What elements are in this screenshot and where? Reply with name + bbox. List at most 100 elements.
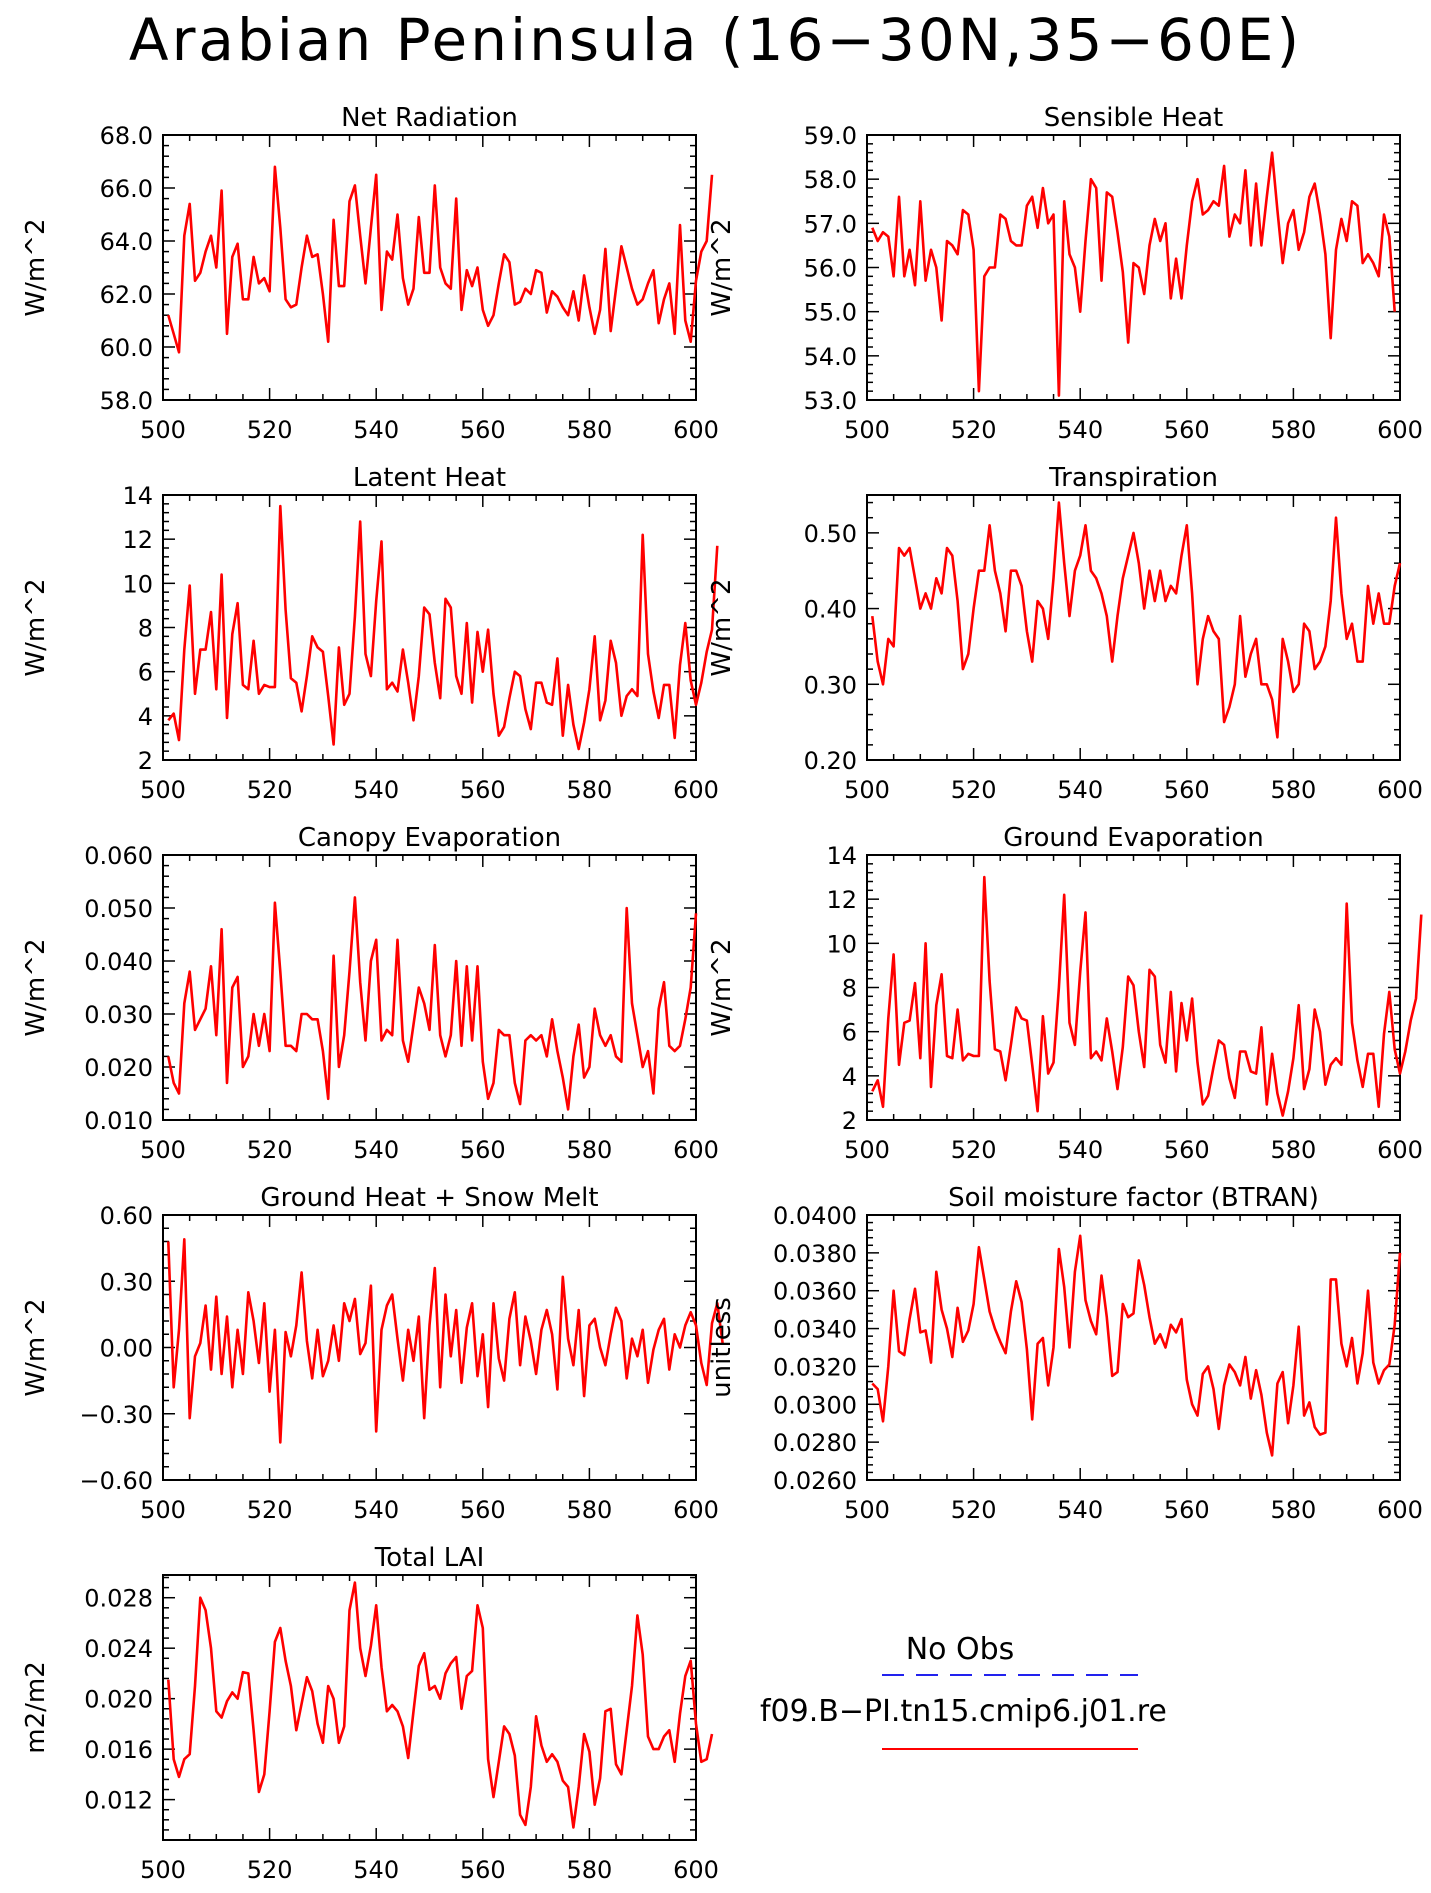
y-tick-label: 0.30 [100,1268,153,1296]
y-tick-label: 0.040 [84,948,153,976]
x-tick-label: 600 [673,1496,719,1524]
y-tick-label: 0.0260 [773,1467,857,1495]
x-tick-label: 560 [1164,1496,1210,1524]
chart-panel-5: 500 520 540 560 580 600 2 4 6 8 10 12 14 Ground Evapo… [707,823,1423,1164]
x-tick-label: 500 [140,416,186,444]
series-line [871,875,1423,1117]
y-tick-label: 58.0 [804,166,857,194]
y-tick-label: 0.0340 [773,1316,857,1344]
y-tick-label: 0.30 [804,671,857,699]
y-tick-label: 0.016 [84,1736,153,1764]
x-tick-label: 560 [1164,776,1210,804]
x-tick-label: 560 [1164,1136,1210,1164]
y-tick-label: 0.060 [84,842,153,870]
x-tick-label: 500 [140,1856,186,1884]
y-tick-label: 6 [138,659,153,687]
x-tick-label: 560 [460,776,506,804]
chart-title: Sensible Heat [1044,103,1223,133]
chart-title: Canopy Evaporation [298,823,561,853]
x-tick-label: 520 [951,1136,997,1164]
x-tick-label: 600 [1377,776,1423,804]
y-tick-label: 12 [826,886,857,914]
y-tick-label: −0.60 [79,1467,153,1495]
series-line [871,151,1396,397]
x-tick-label: 560 [1164,416,1210,444]
y-tick-label: 60.0 [100,334,153,362]
x-tick-label: 540 [1057,1136,1103,1164]
x-tick-label: 500 [844,1496,890,1524]
y-axis-label: W/m^2 [21,1298,51,1396]
x-tick-label: 580 [566,776,612,804]
x-tick-label: 580 [1270,416,1316,444]
series-line [167,1238,724,1444]
x-tick-label: 600 [1377,1496,1423,1524]
x-tick-label: 560 [460,1136,506,1164]
x-tick-label: 520 [247,1136,293,1164]
y-axis-label: W/m^2 [21,218,51,316]
chart-title: Soil moisture factor (BTRAN) [948,1183,1319,1213]
x-tick-label: 520 [247,1856,293,1884]
y-tick-label: 8 [138,615,153,643]
x-tick-label: 600 [673,1136,719,1164]
y-tick-label: 0.50 [804,520,857,548]
y-tick-label: 0.028 [84,1585,153,1613]
x-tick-label: 580 [566,1136,612,1164]
y-tick-label: 0.0400 [773,1202,857,1230]
y-tick-label: 0.40 [804,596,857,624]
x-tick-label: 580 [566,1856,612,1884]
y-tick-label: 64.0 [100,228,153,256]
y-tick-label: 0.20 [804,747,857,775]
plot-frame [866,1214,1401,1481]
y-tick-label: 57.0 [804,210,857,238]
x-tick-label: 600 [673,416,719,444]
x-tick-label: 580 [1270,776,1316,804]
x-tick-label: 520 [951,776,997,804]
page-title: Arabian Peninsula (16−30N,35−60E) [128,6,1303,74]
chart-panel-3: 500 520 540 560 580 600 0.20 0.30 0.40 0.50 Transp… [707,463,1423,804]
x-tick-label: 540 [1057,776,1103,804]
chart-panel-4: 500 520 540 560 580 600 0.010 0.020 0.030 0.040 0.… [21,823,719,1164]
y-tick-label: 0.0320 [773,1353,857,1381]
y-tick-label: 6 [842,1019,857,1047]
y-tick-label: 10 [122,570,153,598]
y-tick-label: 4 [138,703,153,731]
x-tick-label: 520 [247,1496,293,1524]
y-tick-label: 10 [826,930,857,958]
plot-frame [162,494,697,761]
x-tick-label: 540 [353,1856,399,1884]
y-tick-label: 0.60 [100,1202,153,1230]
y-tick-label: 0.020 [84,1054,153,1082]
chart-panel-6: 500 520 540 560 580 600 −0.60 −0.30 0.00 0.30 0.60… [21,1183,724,1524]
legend-label-no-obs: No Obs [905,1632,1015,1667]
x-tick-label: 540 [1057,416,1103,444]
y-tick-label: 53.0 [804,387,857,415]
x-tick-label: 580 [566,416,612,444]
x-tick-label: 560 [460,416,506,444]
plot-frame [162,854,697,1121]
y-tick-label: 55.0 [804,299,857,327]
y-tick-label: 0.030 [84,1001,153,1029]
chart-panel-8: 500 520 540 560 580 600 0.012 0.016 0.020 0.024 0.… [21,1543,719,1884]
x-tick-label: 520 [951,416,997,444]
x-tick-label: 580 [1270,1136,1316,1164]
y-tick-label: 0.0360 [773,1278,857,1306]
y-tick-label: 0.00 [100,1335,153,1363]
y-tick-label: 0.020 [84,1686,153,1714]
series-line [871,501,1402,739]
x-tick-label: 500 [844,416,890,444]
y-tick-label: 2 [842,1107,857,1135]
chart-title: Ground Heat + Snow Melt [260,1183,598,1213]
chart-panel-0: 500 520 540 560 580 600 58.0 60.0 62.0 64.0 66.0 68… [21,103,719,444]
y-tick-label: 54.0 [804,343,857,371]
x-tick-label: 540 [353,1496,399,1524]
plot-frame [162,1574,697,1841]
y-tick-label: 2 [138,747,153,775]
y-axis-label: W/m^2 [707,578,737,676]
series-line [871,1234,1402,1457]
x-tick-label: 560 [460,1856,506,1884]
y-tick-label: 0.050 [84,895,153,923]
x-tick-label: 500 [140,776,186,804]
x-tick-label: 540 [353,416,399,444]
y-axis-label: W/m^2 [21,938,51,1036]
chart-panel-7: 500 520 540 560 580 600 0.0260 0.0280 0.0300 0.03… [707,1183,1423,1524]
